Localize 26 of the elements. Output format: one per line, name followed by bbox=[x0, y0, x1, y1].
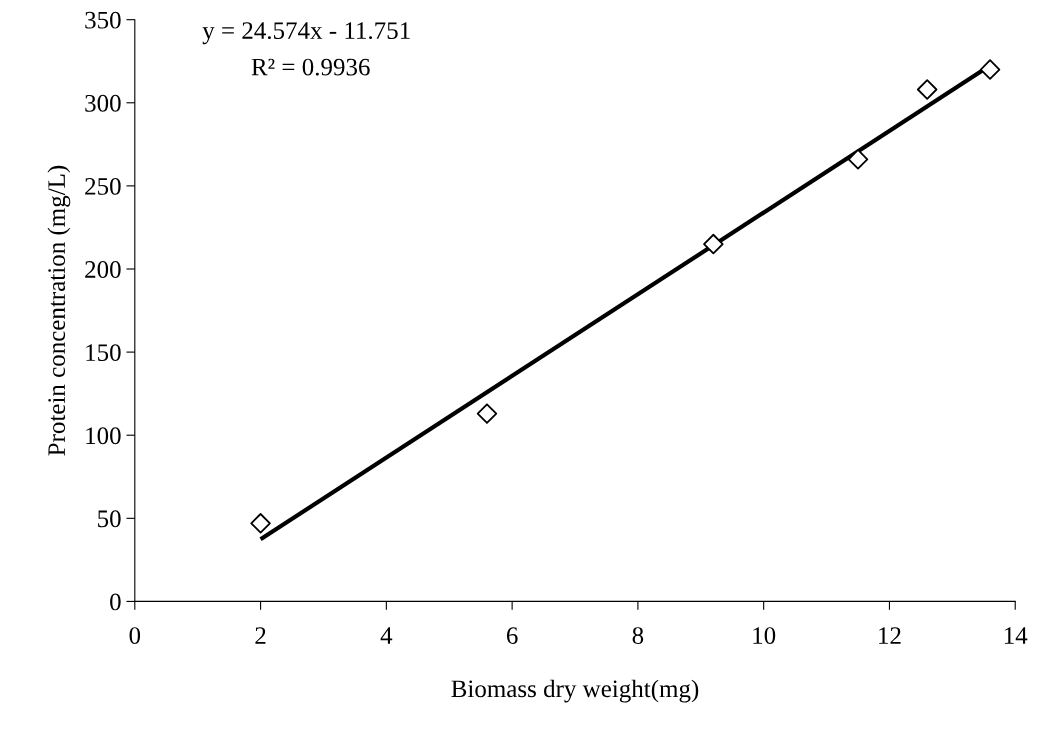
point bbox=[703, 233, 724, 255]
y-tick-label: 100 bbox=[86, 427, 121, 445]
x-tick-label: 0 bbox=[129, 627, 141, 645]
y-tick-label: 350 bbox=[85, 11, 121, 29]
x-tick-label: 12 bbox=[879, 627, 901, 644]
annotation: y = 24.574x - 11.751 bbox=[202, 22, 410, 45]
point bbox=[916, 79, 938, 100]
x-tick-label: 10 bbox=[753, 627, 776, 645]
x-tick-label: 6 bbox=[506, 627, 518, 645]
point bbox=[847, 149, 869, 170]
x-tick-label: 14 bbox=[1004, 627, 1028, 644]
annotation: R² = 0.9936 bbox=[251, 58, 370, 76]
x-axis-title: Biomass dry weight(mg) bbox=[451, 679, 699, 703]
y-axis-title: Protein concentration (mg/L) bbox=[47, 165, 71, 456]
x-tick-label: 2 bbox=[255, 627, 266, 644]
y-tick-label: 250 bbox=[85, 177, 121, 195]
y-tick-label: 0 bbox=[110, 593, 121, 611]
y-tick-label: 150 bbox=[86, 344, 121, 362]
y-tick-label: 50 bbox=[98, 510, 121, 528]
x-tick-label: 4 bbox=[380, 627, 393, 644]
y-tick-label: 200 bbox=[85, 261, 121, 278]
y-tick-label: 300 bbox=[85, 94, 121, 112]
x-tick-label: 8 bbox=[632, 627, 644, 645]
point bbox=[979, 59, 1001, 80]
point bbox=[476, 403, 498, 424]
point bbox=[250, 513, 271, 534]
